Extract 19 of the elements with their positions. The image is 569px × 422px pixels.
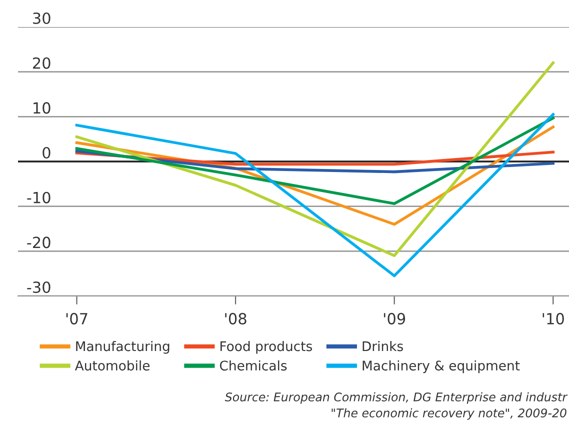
x-tick-label: '08 bbox=[225, 312, 246, 324]
x-tick-label: '10 bbox=[542, 312, 564, 324]
legend-label: Drinks bbox=[362, 340, 403, 352]
y-tick-label: -30 bbox=[27, 281, 50, 294]
x-tick-label: '09 bbox=[384, 312, 406, 324]
legend-label: Machinery & equipment bbox=[362, 360, 520, 374]
y-tick-label: 10 bbox=[34, 102, 50, 114]
text: "The economic recovery note", 2009-20 bbox=[332, 408, 566, 420]
x-tick-label: '07 bbox=[66, 312, 88, 324]
y-tick-label: -20 bbox=[27, 236, 50, 248]
legend-label: Food products bbox=[220, 340, 312, 354]
y-tick-label: 30 bbox=[33, 12, 50, 24]
legend-label: Automobile bbox=[74, 360, 150, 371]
legend-label: Chemicals bbox=[220, 360, 287, 371]
legend-label: Manufacturing bbox=[76, 340, 170, 354]
y-tick-label: 0 bbox=[42, 146, 50, 159]
y-tick-label: -10 bbox=[27, 192, 50, 204]
y-tick-label: 20 bbox=[33, 57, 50, 69]
source-note: Source: European Commission, DG Enterprise and industr bbox=[224, 392, 568, 404]
